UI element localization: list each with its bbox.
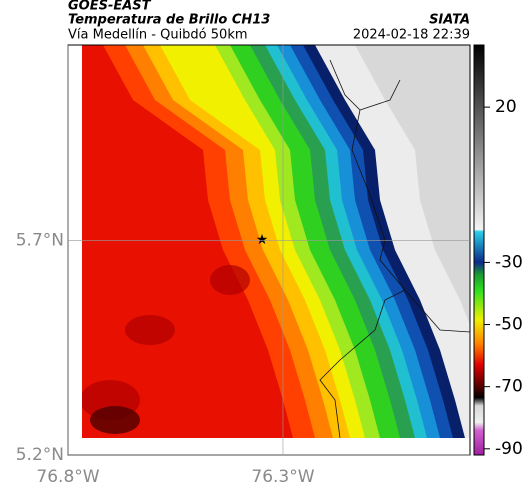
colorbar-tick-label: -30	[495, 252, 523, 272]
colorbar	[473, 44, 485, 456]
boundary	[319, 59, 471, 439]
lat-tick-label: 5.7°N	[16, 230, 64, 250]
satellite: GOES-EAST	[68, 0, 152, 14]
datetime: 2024-02-18 22:39	[353, 28, 470, 43]
source: SIATA	[429, 13, 470, 28]
cold-top	[125, 315, 175, 345]
map-image	[82, 45, 470, 438]
title: Temperatura de Brillo CH13	[68, 13, 270, 28]
colorbar-tick-label: -90	[495, 439, 523, 459]
subtitle: Vía Medellín - Quibdó 50km	[68, 28, 248, 43]
colorbar-tick-label: 20	[495, 97, 517, 117]
cold-top	[90, 406, 140, 434]
lon-tick-label: 76.8°W	[36, 467, 99, 487]
colorbar-tick-label: -70	[495, 377, 523, 397]
lon-tick-label: 76.3°W	[251, 467, 314, 487]
colorbar-tick-label: -50	[495, 315, 523, 335]
lat-tick-label: 5.2°N	[16, 445, 64, 465]
star-marker: ★	[256, 232, 269, 248]
cold-top	[210, 265, 250, 295]
